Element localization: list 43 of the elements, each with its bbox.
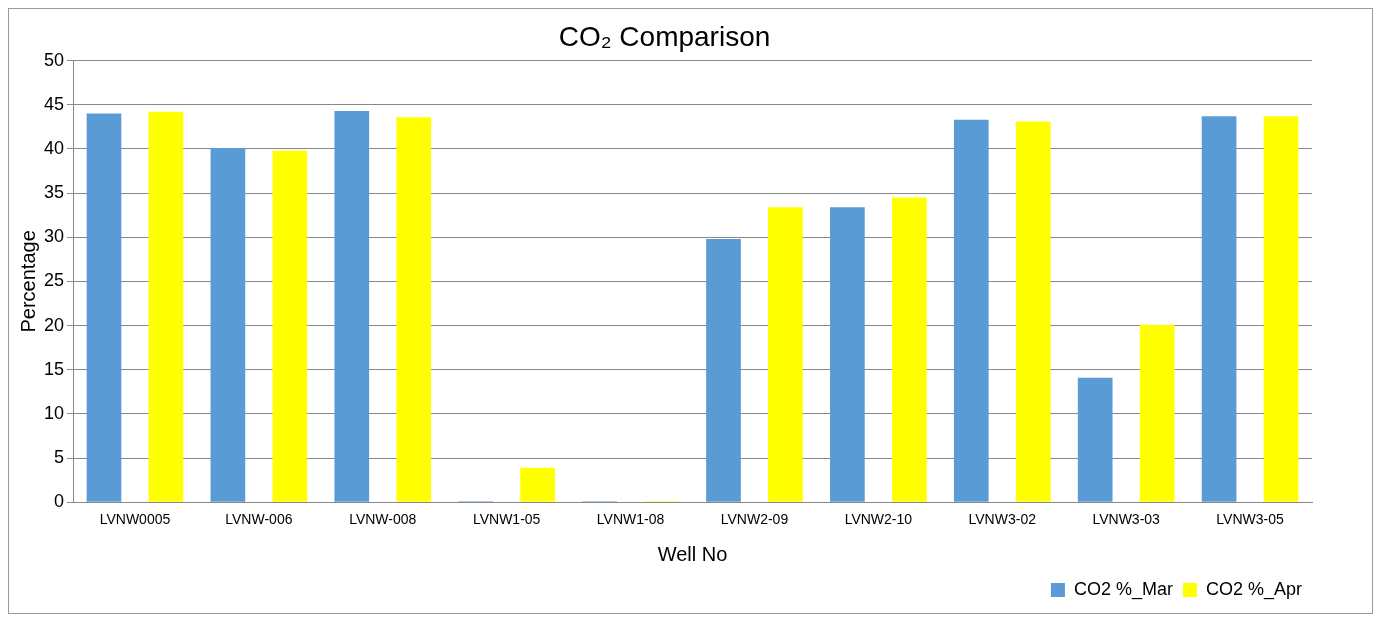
y-tick-label: 25 <box>43 270 65 291</box>
bar <box>1139 324 1175 502</box>
x-tick-label: LVNW3-03 <box>1092 511 1161 528</box>
y-tick-label: 40 <box>43 137 65 158</box>
bar <box>953 119 989 502</box>
bar <box>520 467 555 502</box>
bar <box>1263 116 1299 502</box>
bar <box>706 239 741 502</box>
bar <box>1077 377 1113 502</box>
x-tick-label: LVNW0005 <box>99 511 171 528</box>
bar <box>1015 121 1051 502</box>
bar <box>86 113 122 502</box>
bar <box>891 197 927 502</box>
bar <box>210 148 246 502</box>
bar <box>768 207 803 502</box>
bar <box>830 207 865 502</box>
x-axis-title: Well No <box>657 542 728 565</box>
chart-title: CO₂ Comparison <box>558 20 771 52</box>
y-axis-title: Percentage <box>16 230 39 333</box>
bar <box>334 110 370 502</box>
bar <box>148 111 184 502</box>
y-tick-label: 30 <box>43 226 65 247</box>
y-tick-label: 0 <box>54 491 65 512</box>
x-tick-label: LVNW2-09 <box>720 511 789 528</box>
y-tick-label: 5 <box>54 447 65 468</box>
x-tick-label: LVNW-008 <box>349 511 417 528</box>
bar <box>1201 116 1237 502</box>
bar <box>396 117 432 502</box>
y-tick-label: 15 <box>43 358 65 379</box>
x-tick-label: LVNW-006 <box>225 511 293 528</box>
bar <box>272 150 308 502</box>
y-tick-label: 50 <box>43 49 65 70</box>
x-tick-label: LVNW3-02 <box>968 511 1037 528</box>
x-tick-label: LVNW1-08 <box>596 511 665 528</box>
x-tick-label: LVNW3-05 <box>1216 511 1284 528</box>
x-tick-label: LVNW1-05 <box>472 511 541 528</box>
y-tick-label: 45 <box>43 93 65 114</box>
legend-label: CO2 %_Apr <box>1205 578 1303 600</box>
y-tick-label: 35 <box>43 182 65 203</box>
y-tick-label: 10 <box>43 402 65 423</box>
legend-label: CO2 %_Mar <box>1073 578 1173 600</box>
y-tick-label: 20 <box>43 314 65 335</box>
x-tick-label: LVNW2-10 <box>844 511 913 528</box>
